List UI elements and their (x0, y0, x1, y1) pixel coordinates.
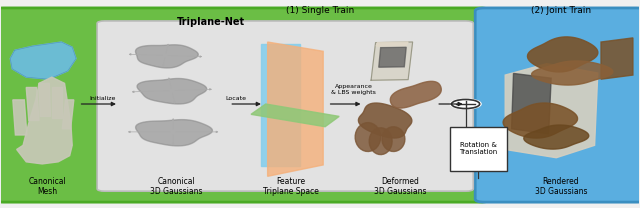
Circle shape (450, 99, 481, 109)
Polygon shape (511, 73, 551, 134)
Polygon shape (62, 100, 74, 129)
Text: Rotation &
Translation: Rotation & Translation (460, 142, 497, 155)
Polygon shape (52, 88, 61, 119)
Polygon shape (17, 77, 72, 164)
Polygon shape (382, 127, 405, 151)
FancyBboxPatch shape (97, 21, 473, 191)
Polygon shape (136, 120, 212, 146)
Text: Appearance
& LBS weights: Appearance & LBS weights (332, 84, 376, 95)
Polygon shape (532, 61, 613, 85)
Polygon shape (355, 123, 381, 151)
Polygon shape (26, 88, 39, 120)
FancyBboxPatch shape (450, 127, 507, 171)
Polygon shape (136, 45, 198, 68)
Text: Initialize: Initialize (90, 96, 116, 101)
Text: Canonical
Mesh: Canonical Mesh (28, 177, 66, 196)
Polygon shape (601, 38, 633, 79)
Text: Canonical
3D Gaussians: Canonical 3D Gaussians (150, 177, 203, 196)
FancyBboxPatch shape (475, 8, 640, 202)
Polygon shape (13, 100, 27, 135)
Polygon shape (503, 103, 577, 138)
Text: Locate: Locate (225, 96, 246, 101)
Polygon shape (376, 42, 408, 46)
Text: (1) Single Train: (1) Single Train (286, 6, 354, 15)
Polygon shape (379, 47, 406, 67)
Polygon shape (261, 44, 300, 166)
Polygon shape (390, 81, 442, 108)
Text: Triplane-Net: Triplane-Net (177, 17, 246, 27)
Text: Feature
Triplane Space: Feature Triplane Space (263, 177, 319, 196)
Polygon shape (371, 42, 413, 80)
Polygon shape (251, 104, 339, 127)
Polygon shape (39, 83, 51, 116)
Polygon shape (369, 128, 392, 155)
FancyBboxPatch shape (0, 8, 489, 202)
Text: Rendered
3D Gaussians: Rendered 3D Gaussians (534, 177, 587, 196)
Polygon shape (505, 64, 598, 158)
Polygon shape (524, 125, 589, 149)
Polygon shape (137, 78, 207, 104)
Polygon shape (268, 42, 323, 176)
Polygon shape (527, 37, 598, 72)
Polygon shape (358, 103, 412, 138)
Text: (2) Joint Train: (2) Joint Train (531, 6, 591, 15)
Text: Deformed
3D Gaussians: Deformed 3D Gaussians (374, 177, 426, 196)
Polygon shape (10, 42, 76, 79)
